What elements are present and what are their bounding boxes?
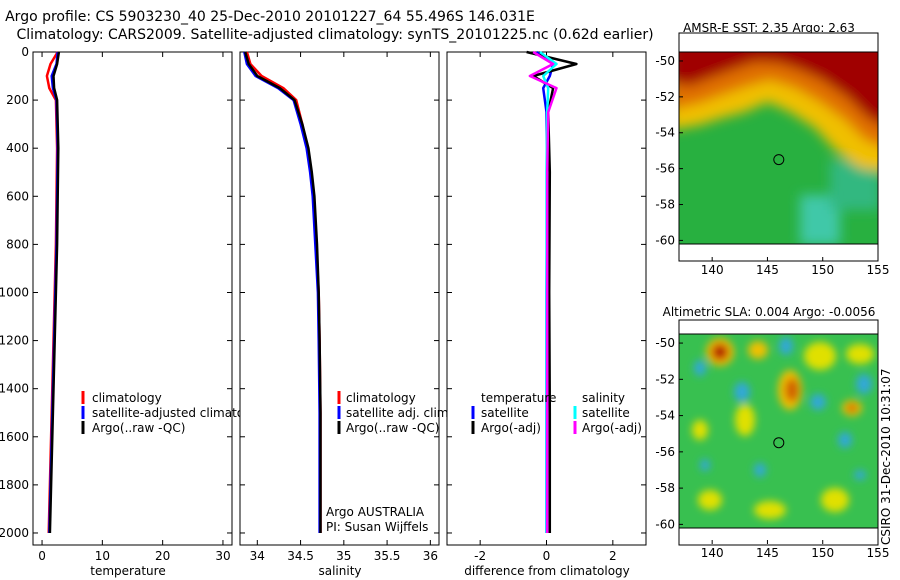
legend-label-temp-satellite: satellite	[481, 406, 529, 420]
x-tick-label: 155	[867, 546, 890, 560]
salinity-xlabel: salinity	[318, 564, 361, 578]
x-tick-label: 155	[867, 263, 890, 277]
y-tick-label: -50	[655, 336, 675, 350]
series-line-salinity-argo	[528, 50, 558, 533]
sst-map-panel: AMSR-E SST: 2.35 Argo: 2.63 140 145 150 155…	[655, 21, 890, 277]
sla-map-axes: 140 145 150 155 -50 -52 -54 -56 -58 -60	[655, 333, 890, 560]
x-tick-label: 2	[609, 549, 617, 563]
salinity-plot: 34 34.5 35 35.5 36	[240, 51, 439, 563]
legend-label-satellite: satellite adj. clim.	[346, 406, 452, 420]
legend-label-climatology: climatology	[92, 391, 162, 405]
series-line-argo	[243, 51, 322, 533]
figure-title-line2: Climatology: CARS2009. Satellite-adjuste…	[16, 27, 653, 43]
y-tick-label: -56	[655, 162, 675, 176]
sla-map-panel: Altimetric SLA: 0.004 Argo: -0.0056	[655, 305, 889, 560]
x-tick-label: 150	[811, 263, 834, 277]
program-annotation: Argo AUSTRALIA	[326, 505, 425, 519]
difference-xlabel: difference from climatology	[464, 564, 630, 578]
y-tick-label: -58	[655, 198, 675, 212]
temperature-axes-box	[32, 51, 233, 546]
x-tick-label: -2	[474, 549, 486, 563]
x-tick-label: 35	[336, 549, 351, 563]
x-tick-label: 0	[38, 549, 46, 563]
argo-location-marker	[773, 154, 785, 166]
legend-label-satellite: satellite-adjusted climatology	[92, 406, 270, 420]
y-tick-label: 2000	[0, 526, 29, 540]
salinity-panel: 34 34.5 35 35.5 36 salinity climatology sate…	[239, 51, 452, 578]
y-tick-label: -52	[655, 90, 675, 104]
y-tick-label: -58	[655, 481, 675, 495]
figure-title-line1: Argo profile: CS 5903230_40 25-Dec-2010 …	[5, 9, 535, 25]
y-tick-label: -60	[655, 517, 675, 531]
y-tick-label: 0	[21, 45, 29, 59]
temperature-panel: 0 10 20 30 0 200 400 600 800 1000 1200 1400 1600 1800…	[0, 45, 270, 578]
y-tick-label: 200	[6, 93, 29, 107]
x-tick-label: 34	[250, 549, 265, 563]
argo-location-marker	[773, 437, 785, 449]
x-tick-label: 145	[756, 263, 779, 277]
legend-label-temp-argo: Argo(-adj)	[481, 421, 541, 435]
x-tick-label: 35.5	[374, 549, 401, 563]
y-tick-label: 800	[6, 237, 29, 251]
x-tick-label: 36	[423, 549, 438, 563]
y-tick-label: -54	[655, 126, 675, 140]
legend-label-climatology: climatology	[346, 391, 416, 405]
difference-plot: -2 0 2	[447, 50, 646, 563]
sst-map-title: AMSR-E SST: 2.35 Argo: 2.63	[683, 21, 855, 35]
x-tick-label: 20	[155, 549, 170, 563]
legend-label-argo: Argo(..raw -QC)	[92, 421, 185, 435]
x-tick-label: 140	[701, 263, 724, 277]
sst-field	[679, 52, 878, 244]
salinity-axes-box	[239, 51, 440, 546]
y-tick-label: 1800	[0, 478, 29, 492]
x-tick-label: 30	[215, 549, 230, 563]
y-tick-label: -52	[655, 372, 675, 386]
temperature-plot: 0 10 20 30 0 200 400 600 800 1000 1200 1400 1600 1800…	[0, 45, 232, 563]
y-tick-label: -54	[655, 409, 675, 423]
legend-label-sal-satellite: satellite	[582, 406, 630, 420]
y-tick-label: 1200	[0, 334, 29, 348]
y-tick-label: 600	[6, 189, 29, 203]
y-tick-label: -60	[655, 233, 675, 247]
pi-annotation: PI: Susan Wijffels	[326, 520, 428, 534]
x-tick-label: 10	[95, 549, 110, 563]
y-tick-label: -56	[655, 445, 675, 459]
y-tick-label: 400	[6, 141, 29, 155]
csiro-timestamp: CSIRO 31-Dec-2010 10:31:07	[879, 368, 893, 545]
x-tick-label: 140	[701, 546, 724, 560]
difference-legend: temperature satellite Argo(-adj) salinit…	[471, 391, 642, 435]
x-tick-label: 0	[543, 549, 551, 563]
sst-map-axes: 140 145 150 155 -50 -52 -54 -56 -58 -60	[655, 51, 890, 277]
x-tick-label: 145	[756, 546, 779, 560]
y-tick-label: -50	[655, 54, 675, 68]
legend-label-argo: Argo(..raw -QC)	[346, 421, 439, 435]
legend-title-temperature: temperature	[481, 391, 556, 405]
temperature-legend: climatology satellite-adjusted climatolo…	[81, 391, 270, 435]
y-tick-label: 1600	[0, 430, 29, 444]
difference-panel: -2 0 2 difference from climatology tempera…	[446, 50, 647, 578]
temperature-xlabel: temperature	[90, 564, 165, 578]
y-tick-label: 1000	[0, 285, 29, 299]
legend-title-salinity: salinity	[582, 391, 625, 405]
sla-field	[679, 334, 878, 528]
x-tick-label: 150	[811, 546, 834, 560]
series-line-argo	[48, 51, 61, 534]
x-tick-label: 34.5	[287, 549, 314, 563]
y-tick-label: 1400	[0, 382, 29, 396]
legend-label-sal-argo: Argo(-adj)	[582, 421, 642, 435]
salinity-legend: climatology satellite adj. clim. Argo(..…	[337, 391, 452, 435]
sla-map-title: Altimetric SLA: 0.004 Argo: -0.0056	[663, 305, 876, 319]
